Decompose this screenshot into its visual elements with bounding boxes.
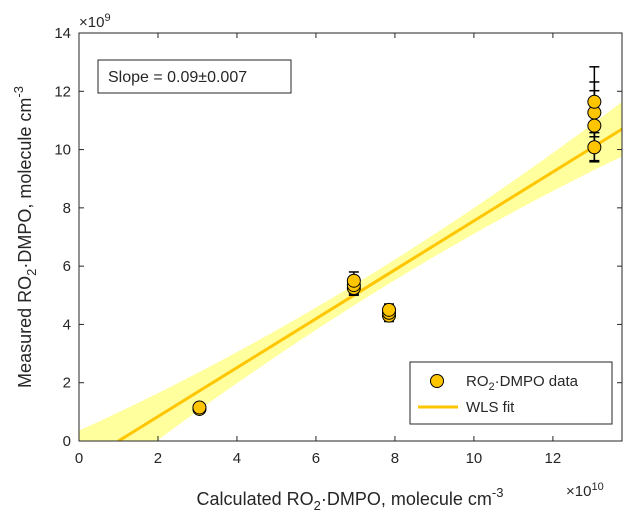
- y-tick-label: 8: [63, 200, 71, 217]
- x-tick-label: 2: [154, 450, 162, 467]
- y-axis-label: Measured RO2·DMPO, molecule cm-3: [11, 86, 39, 388]
- x-tick-label: 8: [391, 450, 399, 467]
- y-tick-label: 12: [54, 83, 71, 100]
- svg-text:Slope = 0.09±0.007: Slope = 0.09±0.007: [108, 69, 247, 86]
- y-tick-label: 4: [63, 316, 71, 333]
- confidence-band: [79, 101, 622, 441]
- x-multiplier: ×1010: [566, 481, 604, 500]
- y-tick-label: 2: [63, 375, 71, 392]
- data-marker: [587, 140, 602, 155]
- x-tick-label: 10: [466, 450, 483, 467]
- legend: RO2·DMPO data WLS fit: [409, 361, 613, 425]
- y-tick-label: 0: [63, 433, 71, 450]
- y-multiplier: ×109: [79, 12, 111, 31]
- data-marker: [382, 302, 397, 317]
- data-marker: [587, 94, 602, 109]
- data-marker: [587, 118, 602, 133]
- y-tick-label: 14: [54, 25, 71, 42]
- y-tick-label: 6: [63, 258, 71, 275]
- data-marker: [346, 273, 361, 288]
- x-tick-label: 6: [312, 450, 320, 467]
- x-tick-label: 12: [545, 450, 562, 467]
- x-tick-label: 4: [233, 450, 241, 467]
- x-axis-label: Calculated RO2·DMPO, molecule cm-3: [197, 485, 504, 513]
- wls-fit-line: [117, 127, 622, 441]
- legend-marker: [430, 374, 444, 388]
- x-tick-label: 0: [75, 450, 83, 467]
- legend-entry-fit: WLS fit: [466, 399, 515, 416]
- y-tick-label: 10: [54, 142, 71, 159]
- axes-box: [78, 32, 623, 442]
- slope-annotation: Slope = 0.09±0.007: [97, 59, 292, 94]
- data-marker: [192, 400, 207, 415]
- legend-entry-data: RO2·DMPO data: [466, 373, 579, 393]
